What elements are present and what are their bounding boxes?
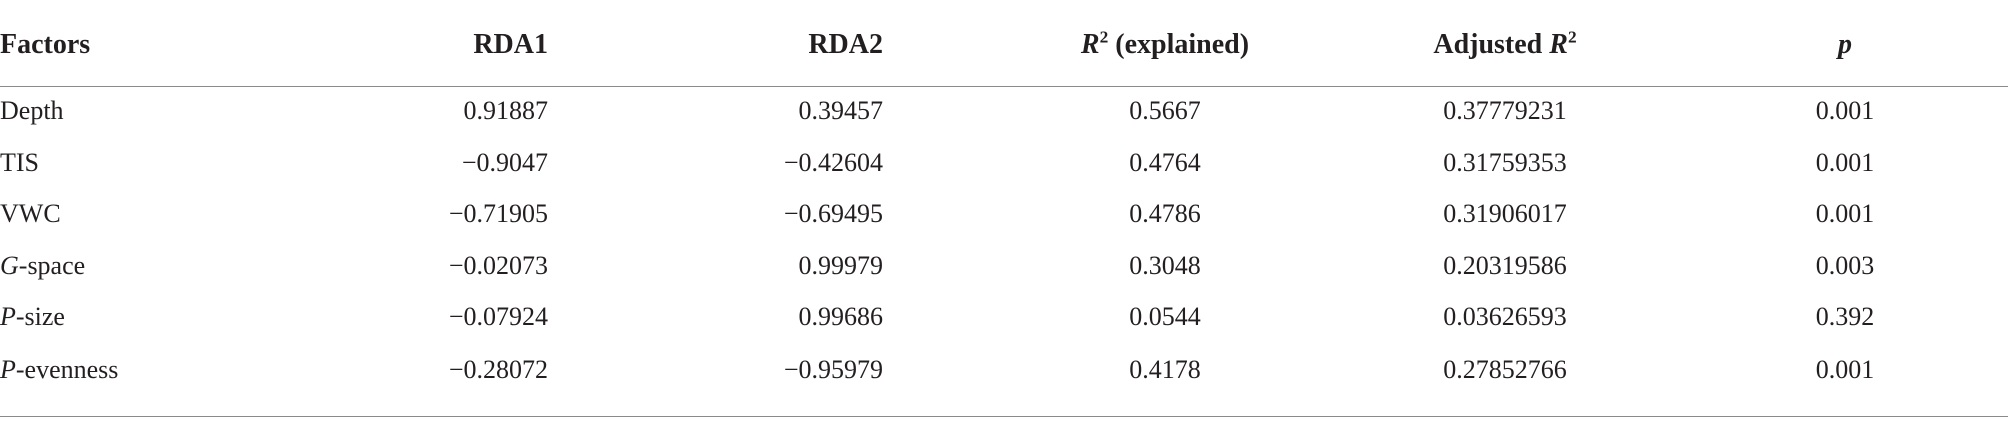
row-label: G-space xyxy=(0,250,85,282)
column-header-part: 2 xyxy=(1567,27,1577,47)
column-header-part: Adjusted xyxy=(1433,29,1550,60)
table-cell: −0.28072 xyxy=(448,355,548,384)
table-cell: 0.03626593 xyxy=(1443,302,1567,331)
column-header: Factors xyxy=(0,29,91,60)
table-cell: 0.3048 xyxy=(1129,251,1201,280)
row-label: VWC xyxy=(0,199,61,228)
table-cell: 0.001 xyxy=(1815,96,1875,125)
table-cell: 0.99686 xyxy=(798,302,884,331)
column-header: R2 (explained) xyxy=(915,27,1415,61)
table-cell: 0.5667 xyxy=(1129,96,1201,125)
column-header: Adjusted R2 xyxy=(1255,27,1755,61)
table-cell: 0.4764 xyxy=(1129,148,1201,177)
row-label-part: -space xyxy=(18,251,86,280)
table-cell: 0.0544 xyxy=(1129,302,1201,331)
table-cell: −0.42604 xyxy=(783,148,883,177)
table-cell: 0.001 xyxy=(1815,199,1875,228)
row-label-part: G xyxy=(0,251,19,280)
table-cell: 0.37779231 xyxy=(1443,96,1567,125)
table-cell: 0.91887 xyxy=(463,96,549,125)
row-label-part: P xyxy=(0,302,16,331)
row-label-part: -evenness xyxy=(15,355,119,384)
table-cell: 0.31759353 xyxy=(1443,148,1567,177)
row-label: P-evenness xyxy=(0,354,118,386)
table-cell: −0.69495 xyxy=(783,199,883,228)
table-cell: 0.99979 xyxy=(798,251,884,280)
table-cell: −0.95979 xyxy=(783,355,883,384)
bottom-rule xyxy=(0,416,2008,417)
table-cell: 0.39457 xyxy=(798,96,884,125)
table-cell: 0.003 xyxy=(1815,251,1875,280)
header-rule xyxy=(0,86,2008,87)
column-header: p xyxy=(1838,29,1852,60)
table-cell: −0.9047 xyxy=(461,148,548,177)
table-cell: −0.02073 xyxy=(448,251,548,280)
column-header: RDA2 xyxy=(808,29,883,60)
table-cell: 0.31906017 xyxy=(1443,199,1567,228)
table-cell: −0.07924 xyxy=(448,302,548,331)
table-cell: 0.4178 xyxy=(1129,355,1201,384)
table-cell: 0.001 xyxy=(1815,355,1875,384)
table-cell: 0.4786 xyxy=(1129,199,1201,228)
row-label: Depth xyxy=(0,96,64,125)
table-cell: −0.71905 xyxy=(448,199,548,228)
table-cell: 0.27852766 xyxy=(1443,355,1567,384)
row-label: P-size xyxy=(0,301,65,333)
column-header-part: 2 xyxy=(1099,27,1109,47)
row-label-part: P xyxy=(0,355,16,384)
column-header-part: (explained) xyxy=(1108,29,1250,60)
table-cell: 0.20319586 xyxy=(1443,251,1567,280)
column-header: RDA1 xyxy=(473,29,548,60)
table-cell: 0.392 xyxy=(1815,302,1875,331)
column-header-part: R xyxy=(1549,29,1568,60)
table-cell: 0.001 xyxy=(1815,148,1875,177)
column-header-part: R xyxy=(1080,29,1100,60)
row-label: TIS xyxy=(0,148,39,177)
row-label-part: -size xyxy=(15,302,65,331)
